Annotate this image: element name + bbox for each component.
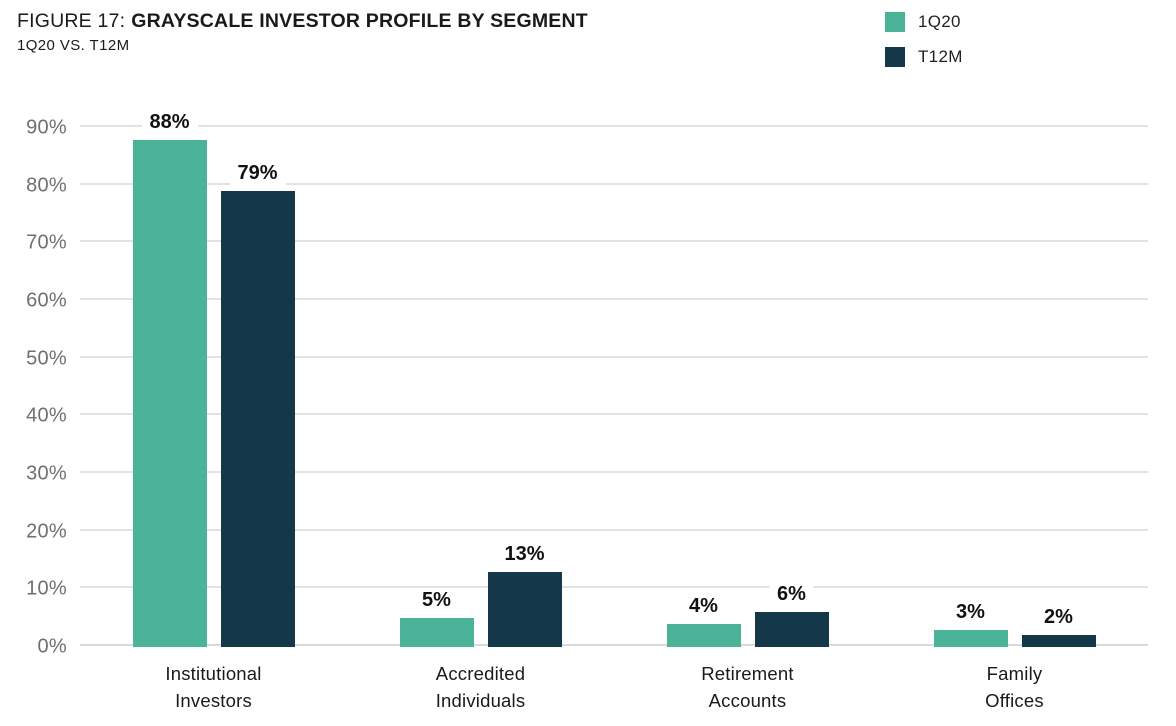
y-tick-label: 30% <box>26 462 67 485</box>
bar-t12m: 79% <box>220 161 295 647</box>
gridline <box>80 355 1148 358</box>
bar-t12m: 13% <box>487 542 562 647</box>
legend-swatch-1q20 <box>885 12 905 32</box>
y-tick-label: 90% <box>26 116 67 139</box>
bar-group: 5% 13% <box>347 128 614 647</box>
legend-item-1q20: 1Q20 <box>885 12 963 32</box>
y-tick-label: 80% <box>26 174 67 197</box>
y-tick-label: 20% <box>26 520 67 543</box>
gridline <box>80 413 1148 416</box>
value-label: 4% <box>681 593 726 619</box>
bar-1q20: 4% <box>666 593 741 647</box>
category-label: Retirement Accounts <box>701 663 794 711</box>
gridline <box>80 644 1148 646</box>
bar-1q20: 5% <box>399 588 474 647</box>
gridline <box>80 298 1148 300</box>
bar-group: 3% 2% <box>881 128 1148 647</box>
legend-swatch-t12m <box>885 47 905 67</box>
chart-subtitle: 1Q20 VS. T12M <box>17 37 130 54</box>
value-label: 6% <box>769 582 814 608</box>
gridline <box>80 125 1148 127</box>
chart-title: FIGURE 17: GRAYSCALE INVESTOR PROFILE BY … <box>17 10 588 33</box>
legend-label-t12m: T12M <box>918 47 963 66</box>
category-label: Institutional Investors <box>165 663 262 711</box>
bar-group: 88% 79% <box>80 109 347 647</box>
y-tick-label: 70% <box>26 231 67 254</box>
chart-legend: 1Q20 T12M <box>885 12 963 82</box>
bar-1q20: 88% <box>132 109 207 647</box>
chart-header: FIGURE 17: GRAYSCALE INVESTOR PROFILE BY … <box>17 10 588 54</box>
y-tick-label: 50% <box>26 347 67 370</box>
x-axis-labels: Institutional Investors Accredited Indivi… <box>80 661 1148 715</box>
gridline <box>80 182 1148 185</box>
legend-label-1q20: 1Q20 <box>918 12 961 31</box>
value-label: 79% <box>229 161 286 187</box>
bar-group: 4% 6% <box>614 128 881 647</box>
value-label: 3% <box>948 599 993 625</box>
gridline <box>80 471 1148 473</box>
plot-area: 0% 10% 20% 30% 40% 50% 60% 70% 80% 90% 88% 79% 5% 13%… <box>26 109 1148 658</box>
y-tick-label: 10% <box>26 577 67 600</box>
figure-number: FIGURE 17: <box>17 10 126 32</box>
gridline <box>80 240 1148 243</box>
value-label: 88% <box>141 109 198 135</box>
value-label: 13% <box>496 542 553 568</box>
value-label: 5% <box>414 588 459 614</box>
value-label: 2% <box>1036 605 1081 631</box>
bar-t12m: 2% <box>1021 605 1096 647</box>
bar-t12m: 6% <box>754 582 829 647</box>
y-tick-label: 60% <box>26 289 67 312</box>
gridline <box>80 528 1148 531</box>
chart-title-text: GRAYSCALE INVESTOR PROFILE BY SEGMENT <box>131 10 588 32</box>
gridline <box>80 586 1148 589</box>
bar-1q20: 3% <box>933 599 1008 647</box>
legend-item-t12m: T12M <box>885 47 963 67</box>
category-label: Accredited Individuals <box>435 663 526 711</box>
y-tick-label: 40% <box>26 404 67 427</box>
y-tick-label: 0% <box>37 635 67 658</box>
category-label: Family Offices <box>985 663 1044 711</box>
